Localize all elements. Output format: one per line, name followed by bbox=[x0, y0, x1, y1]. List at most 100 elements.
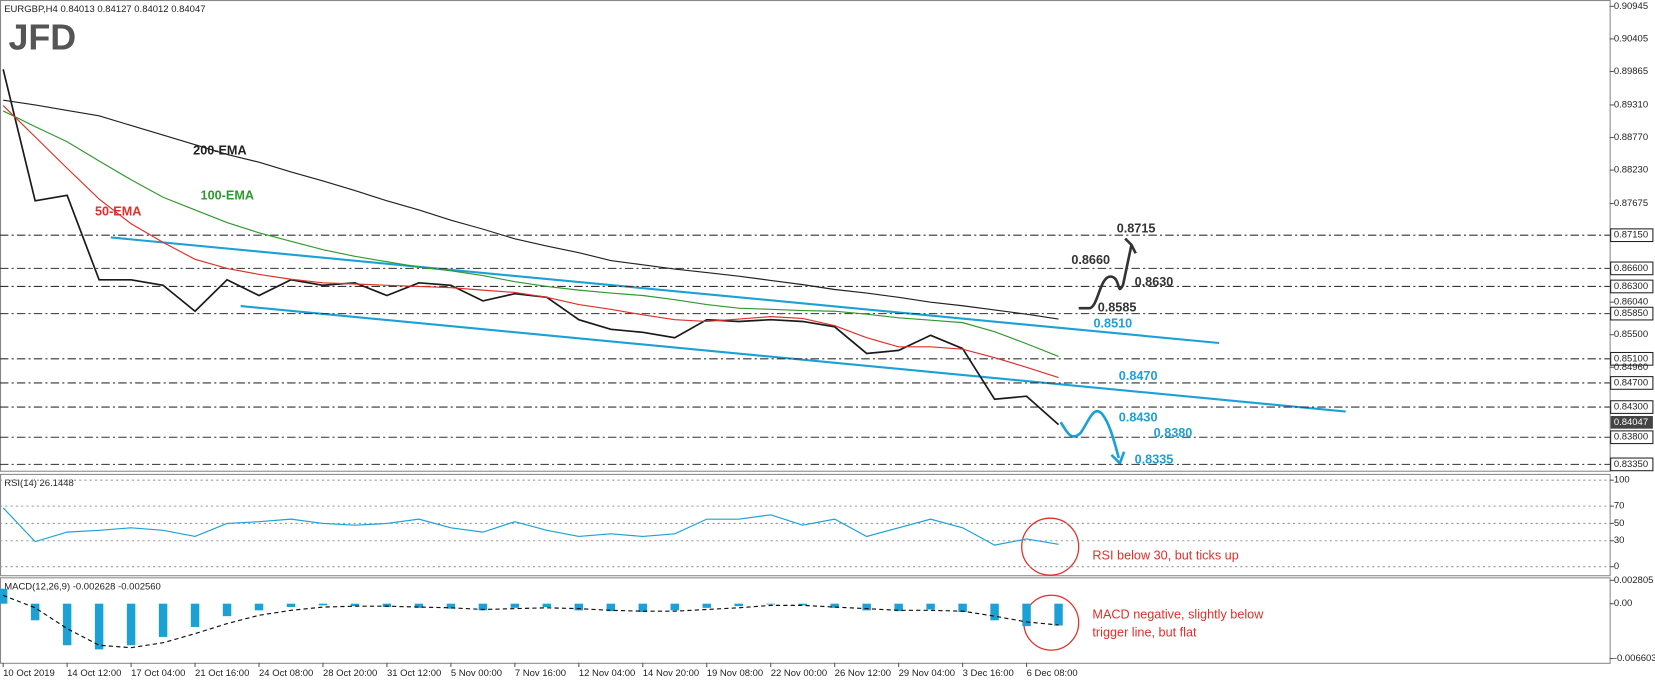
annotation: RSI below 30, but ticks up bbox=[1092, 549, 1238, 563]
histogram-bar bbox=[830, 603, 839, 608]
histogram-bar bbox=[926, 603, 935, 610]
y-tick-label: 0.86040 bbox=[1614, 297, 1648, 308]
y-tick-label: 0.87150 bbox=[1614, 230, 1648, 241]
x-tick-label: 10 Oct 2019 bbox=[3, 668, 55, 679]
x-tick-label: 12 Nov 04:00 bbox=[579, 668, 635, 679]
x-tick-label: 3 Dec 16:00 bbox=[963, 668, 1014, 679]
series-line bbox=[3, 99, 1059, 320]
histogram-bar bbox=[0, 588, 8, 604]
histogram-bar bbox=[542, 603, 552, 608]
y-tick-label: 0.90945 bbox=[1614, 1, 1648, 12]
histogram-bar bbox=[30, 603, 40, 621]
y-tick-label: 0.88770 bbox=[1614, 132, 1648, 143]
histogram-bar bbox=[286, 603, 296, 608]
series-line bbox=[2, 507, 1059, 546]
y-tick-label: 0.85850 bbox=[1614, 308, 1648, 319]
histogram-bar bbox=[798, 603, 807, 606]
level-label: 0.8510 bbox=[1093, 316, 1132, 330]
panel-title: EURGBP,H4 0.84013 0.84127 0.84012 0.8404… bbox=[4, 4, 205, 15]
y-tick-label: 0.88230 bbox=[1614, 165, 1648, 176]
histogram-bar bbox=[158, 603, 168, 637]
histogram-bar bbox=[638, 603, 648, 612]
y-tick-label: 0.002805 bbox=[1614, 575, 1654, 586]
y-tick-label: 0.89310 bbox=[1614, 99, 1648, 110]
series-line bbox=[2, 594, 1059, 649]
tick-box bbox=[1610, 376, 1654, 390]
histogram-bar bbox=[414, 603, 424, 608]
scenario-up bbox=[1078, 244, 1133, 310]
y-tick-label: 70 bbox=[1614, 501, 1625, 512]
x-tick-label: 7 Nov 16:00 bbox=[515, 668, 566, 679]
histogram-bar bbox=[222, 603, 232, 617]
scenario-down bbox=[1059, 410, 1121, 459]
y-tick-label: 0.89865 bbox=[1614, 66, 1648, 77]
series-label: 100-EMA bbox=[201, 189, 254, 203]
y-tick-label: 0.84960 bbox=[1614, 362, 1648, 373]
histogram-bar bbox=[1022, 603, 1031, 627]
x-tick-label: 17 Oct 04:00 bbox=[131, 668, 185, 679]
histogram-bar bbox=[510, 603, 520, 608]
channel-lower bbox=[240, 305, 1346, 413]
histogram-bar bbox=[766, 603, 775, 605]
x-tick-label: 6 Dec 08:00 bbox=[1027, 668, 1078, 679]
x-tick-label: 24 Oct 08:00 bbox=[259, 668, 313, 679]
annotation: trigger line, but flat bbox=[1092, 626, 1197, 640]
y-tick-label: 0.86300 bbox=[1614, 281, 1648, 292]
tick-box bbox=[1610, 306, 1654, 321]
series-line bbox=[2, 110, 1059, 357]
last-price-label: 0.84047 bbox=[1614, 417, 1648, 428]
macd-panel bbox=[0, 577, 1611, 664]
logo: JFD bbox=[8, 18, 76, 58]
x-tick-label: 14 Nov 20:00 bbox=[643, 668, 699, 679]
level-label: 0.8585 bbox=[1098, 301, 1137, 315]
histogram-bar bbox=[990, 603, 999, 621]
series-label: 200-EMA bbox=[193, 143, 246, 157]
y-tick-label: 50 bbox=[1614, 518, 1625, 529]
last-price-box bbox=[1610, 416, 1653, 429]
histogram-bar bbox=[382, 603, 392, 608]
x-tick-label: 28 Oct 20:00 bbox=[323, 668, 377, 679]
histogram-bar bbox=[126, 603, 136, 646]
tick-box bbox=[1610, 279, 1654, 294]
histogram-bar bbox=[190, 603, 200, 627]
panel-title: MACD(12,26,9) -0.002628 -0.002560 bbox=[4, 581, 161, 592]
y-tick-label: 0.84300 bbox=[1614, 402, 1648, 413]
histogram-bar bbox=[94, 603, 104, 650]
level-label: 0.8430 bbox=[1119, 410, 1158, 424]
histogram-bar bbox=[958, 603, 967, 612]
tick-box bbox=[1610, 261, 1654, 276]
histogram-bar bbox=[702, 603, 711, 608]
channel-upper bbox=[110, 236, 1220, 345]
histogram-bar bbox=[478, 603, 488, 611]
y-tick-label: 0.85100 bbox=[1614, 353, 1648, 364]
tick-box bbox=[1610, 457, 1654, 472]
histogram-bar bbox=[670, 603, 679, 611]
annotation: MACD negative, slightly below bbox=[1092, 608, 1264, 622]
histogram-bar bbox=[318, 603, 328, 606]
x-tick-label: 29 Nov 04:00 bbox=[899, 668, 955, 679]
level-label: 0.8660 bbox=[1071, 253, 1110, 267]
level-label: 0.8630 bbox=[1135, 275, 1174, 289]
rsi-panel bbox=[0, 473, 1611, 577]
x-tick-label: 22 Nov 00:00 bbox=[771, 668, 827, 679]
series-line bbox=[2, 105, 1059, 379]
x-tick-label: 19 Nov 08:00 bbox=[707, 668, 763, 679]
tick-box bbox=[1610, 228, 1654, 243]
histogram-bar bbox=[446, 603, 456, 609]
histogram-bar bbox=[574, 603, 584, 611]
y-tick-label: 0.87675 bbox=[1614, 198, 1648, 209]
histogram-bar bbox=[862, 603, 871, 611]
histogram-bar bbox=[1054, 603, 1063, 626]
x-tick-label: 21 Oct 16:00 bbox=[195, 668, 249, 679]
histogram-bar bbox=[606, 603, 616, 612]
y-tick-label: 100 bbox=[1614, 475, 1630, 486]
arrow-head bbox=[1110, 451, 1126, 466]
series-line bbox=[2, 69, 1060, 426]
level-label: 0.8335 bbox=[1135, 452, 1174, 466]
histogram-bar bbox=[254, 603, 264, 611]
level-label: 0.8380 bbox=[1154, 426, 1193, 440]
highlight-circle bbox=[1021, 517, 1080, 576]
level-label: 0.8715 bbox=[1117, 221, 1156, 235]
